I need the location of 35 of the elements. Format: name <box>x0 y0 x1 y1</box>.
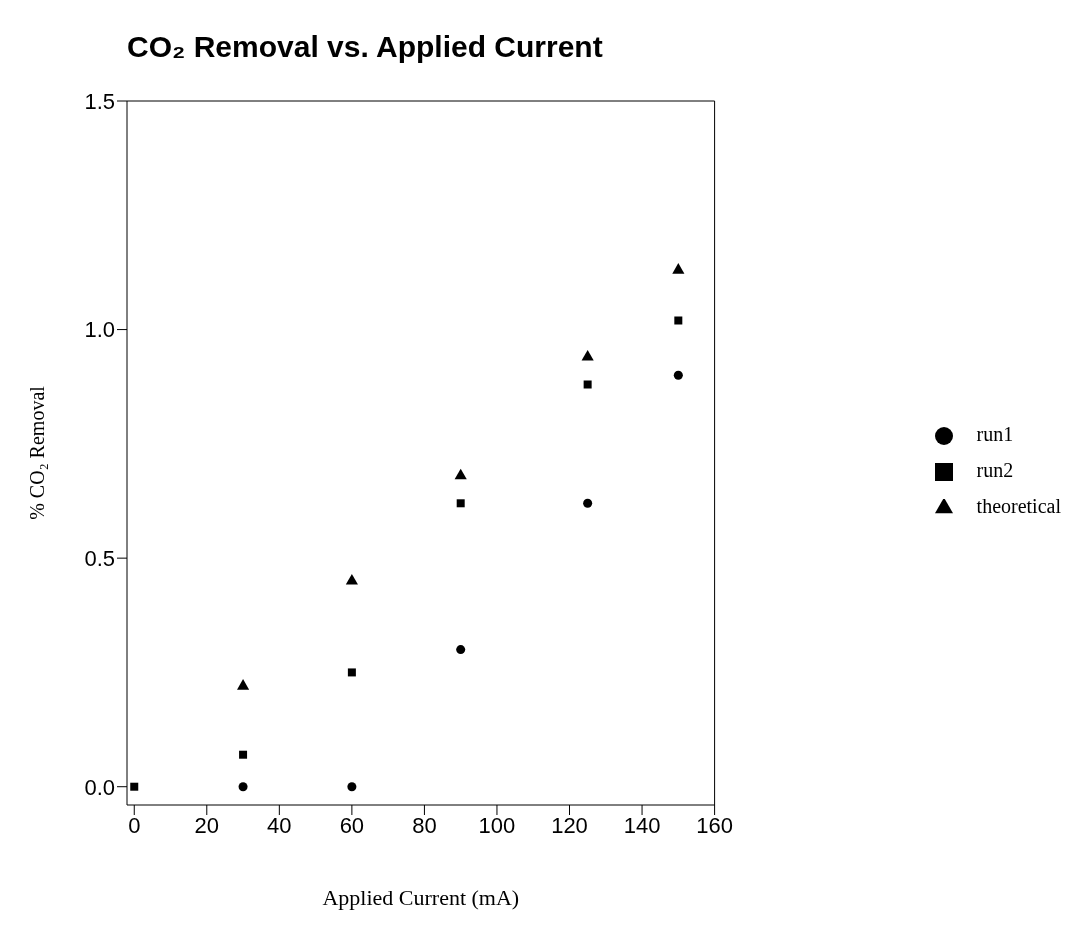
y-tick-label: 1.5 <box>84 88 115 114</box>
chart-title: CO₂ Removal vs. Applied Current <box>127 30 603 64</box>
point <box>672 263 685 274</box>
x-tick-label: 60 <box>339 812 365 838</box>
x-tick-label: 80 <box>412 812 437 838</box>
point <box>454 468 467 480</box>
point <box>236 679 250 690</box>
legend-label: run1 <box>976 422 1014 445</box>
x-tick-label: 140 <box>623 812 661 838</box>
point <box>347 782 357 792</box>
point <box>239 750 248 759</box>
point <box>673 370 683 380</box>
point <box>583 498 593 508</box>
point <box>456 499 465 508</box>
point <box>581 349 594 361</box>
x-tick-label: 20 <box>194 812 220 838</box>
point <box>347 668 356 677</box>
x-tick-label: 160 <box>696 812 733 838</box>
x-tick-label: 0 <box>128 812 141 838</box>
x-tick-label: 100 <box>478 812 516 838</box>
point <box>130 782 139 791</box>
y-tick-label: 1.0 <box>84 317 115 343</box>
x-tick-label: 120 <box>551 812 588 838</box>
point <box>456 645 466 655</box>
x-axis-title: Applied Current (mA) <box>322 885 520 910</box>
y-axis-title: % CO₂ Removal <box>26 385 49 520</box>
legend-label: theoretical <box>976 494 1061 517</box>
x-tick-label: 40 <box>267 812 292 838</box>
point <box>238 782 248 792</box>
y-tick-label: 0.5 <box>84 545 115 571</box>
y-tick-label: 0.0 <box>84 774 115 800</box>
point <box>583 380 592 389</box>
point <box>674 316 683 325</box>
point <box>345 573 358 585</box>
legend-label: run2 <box>976 458 1014 481</box>
